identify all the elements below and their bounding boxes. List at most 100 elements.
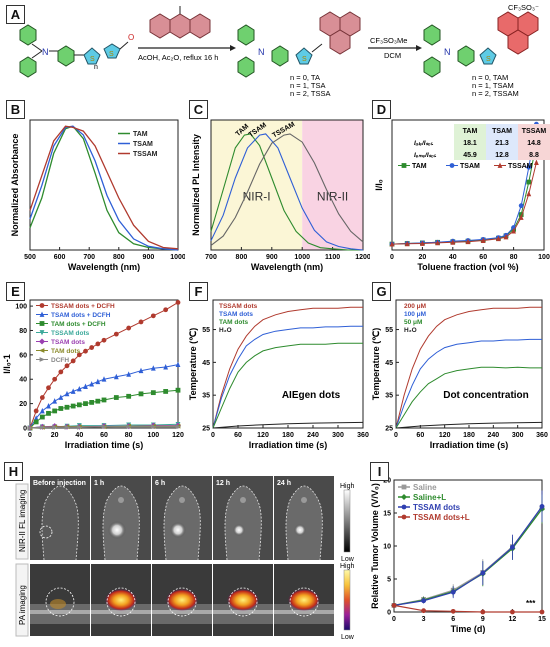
legend-marker (39, 348, 45, 353)
series-line (29, 389, 179, 429)
x-tick-label: 60 (479, 254, 487, 261)
sulfur-atom-2: S (109, 51, 114, 58)
x-tick-label: 20 (51, 432, 59, 439)
data-point (113, 373, 119, 380)
x-axis-label: Irradiation time (s) (430, 440, 509, 450)
sulfur-atom: S (90, 56, 95, 63)
series-line (212, 325, 363, 429)
intermediate-n2: n = 2, TSSA (290, 89, 331, 98)
legend-entry: TAM dots + DCFH (51, 321, 106, 328)
legend-entry: TSSAM dots + DCFH (51, 303, 115, 310)
pa-signal (50, 599, 66, 609)
panel-f: F 0 60 120 180 240 300 360 25 35 45 55 Irradiation … (185, 280, 370, 460)
x-tick-label: 360 (536, 432, 548, 439)
y-tick-label: 45 (202, 360, 210, 367)
data-point (89, 400, 95, 405)
tumor-volume-chart: 0 3 6 9 12 15 0 5 10 15 20 Time (d) Relative Tumor V… (370, 478, 546, 635)
plot-frame (391, 119, 545, 251)
legend-entry: 100 μM (404, 311, 426, 318)
series-line (29, 125, 179, 250)
series-line (393, 508, 543, 606)
series-tssam (29, 125, 179, 250)
x-axis-label: Toluene fraction (vol %) (417, 262, 518, 272)
legend-entry: 50 μM (404, 319, 422, 326)
data-point (138, 319, 144, 325)
data-point (421, 608, 426, 614)
x-tick-label: 100 (538, 254, 550, 261)
product-n1: n = 1, TSAM (472, 81, 514, 90)
data-point (163, 364, 169, 370)
x-tick-label: 80 (510, 254, 518, 261)
table-cell: 12.8 (495, 152, 509, 159)
timepoint-label: 12 h (216, 480, 230, 487)
series-tsam-dots-dcfh (27, 361, 181, 431)
pa-tissue-band (213, 610, 273, 614)
data-point (526, 190, 532, 197)
series-tam (29, 125, 179, 251)
legend-entry: TSAM (460, 163, 480, 170)
data-point (421, 598, 426, 604)
y-tick-label: 100 (15, 304, 27, 311)
legend-entry: TAM (412, 163, 427, 170)
data-point (126, 325, 132, 331)
x-tick-label: 60 (416, 432, 424, 439)
series-line (29, 125, 179, 251)
region-label: NIR-I (243, 190, 271, 204)
data-point (175, 300, 181, 305)
y-tick-label: 80 (19, 328, 27, 335)
x-tick-label: 1200 (355, 254, 370, 261)
sulfur-atom: S (486, 56, 491, 63)
data-point (450, 239, 456, 245)
series-h-o (395, 421, 543, 429)
data-point (76, 385, 82, 392)
pa-scale-high: High (340, 563, 355, 570)
series-tssam-dots-dcfh (27, 300, 181, 431)
series-tsam (210, 133, 364, 251)
data-point (101, 337, 107, 343)
legend-entry: TSSAM (508, 163, 533, 170)
chart-annotation: AIEgen dots (282, 390, 341, 401)
pa-row-label-box (15, 563, 29, 637)
product-n0: n = 0, TAM (472, 73, 508, 82)
series-tssam (210, 133, 364, 246)
legend-marker (39, 311, 45, 317)
series-line (210, 133, 363, 251)
data-point (163, 389, 169, 394)
legend-marker (497, 162, 503, 168)
panel-c: C NIR-I NIR-II 700 800 900 1000 1100 1200 Wavele… (185, 98, 371, 280)
mouse-outline (163, 485, 201, 561)
x-tick-label: 700 (83, 254, 95, 261)
series-h-o (212, 421, 364, 429)
data-point (480, 237, 486, 243)
x-axis-label: Time (d) (451, 624, 486, 634)
series-tam-dots-dcfh (27, 387, 181, 431)
counterion: CF₃SO₃⁻ (508, 3, 539, 12)
data-point (101, 376, 107, 382)
data-point (70, 403, 76, 409)
series-200-m (395, 306, 542, 429)
panel-label: C (189, 100, 208, 119)
x-tick-label: 0 (211, 432, 215, 439)
data-point (163, 307, 169, 313)
data-point (534, 159, 539, 165)
series-line (393, 506, 543, 606)
series-line (393, 507, 543, 606)
y-axis-label: Normalized Absorbance (10, 134, 20, 237)
reaction-arrow-2: CF₃SO₃Me DCM (368, 36, 422, 60)
table-row-label: Iₑₘₑ/Iₛₒₗ. (414, 152, 437, 159)
series-tam (210, 133, 363, 251)
x-tick-label: 700 (205, 254, 217, 261)
panel-h: H NIR-II FL imaging PA imaging (0, 460, 368, 642)
region-label: NIR-II (317, 190, 348, 204)
nitrogen-atom: N (444, 47, 451, 57)
y-tick-label: 40 (19, 377, 27, 384)
starting-material: N S n S O (19, 24, 134, 78)
pa-tumor-marker (45, 587, 75, 617)
pa-tumor-marker (167, 587, 197, 617)
mouse-outline (224, 485, 262, 561)
x-tick-label: 900 (266, 254, 278, 261)
x-tick-label: 15 (538, 616, 546, 623)
head-signal (301, 497, 307, 503)
data-point (510, 609, 515, 615)
x-axis-label: Irradiation time (s) (249, 440, 328, 450)
